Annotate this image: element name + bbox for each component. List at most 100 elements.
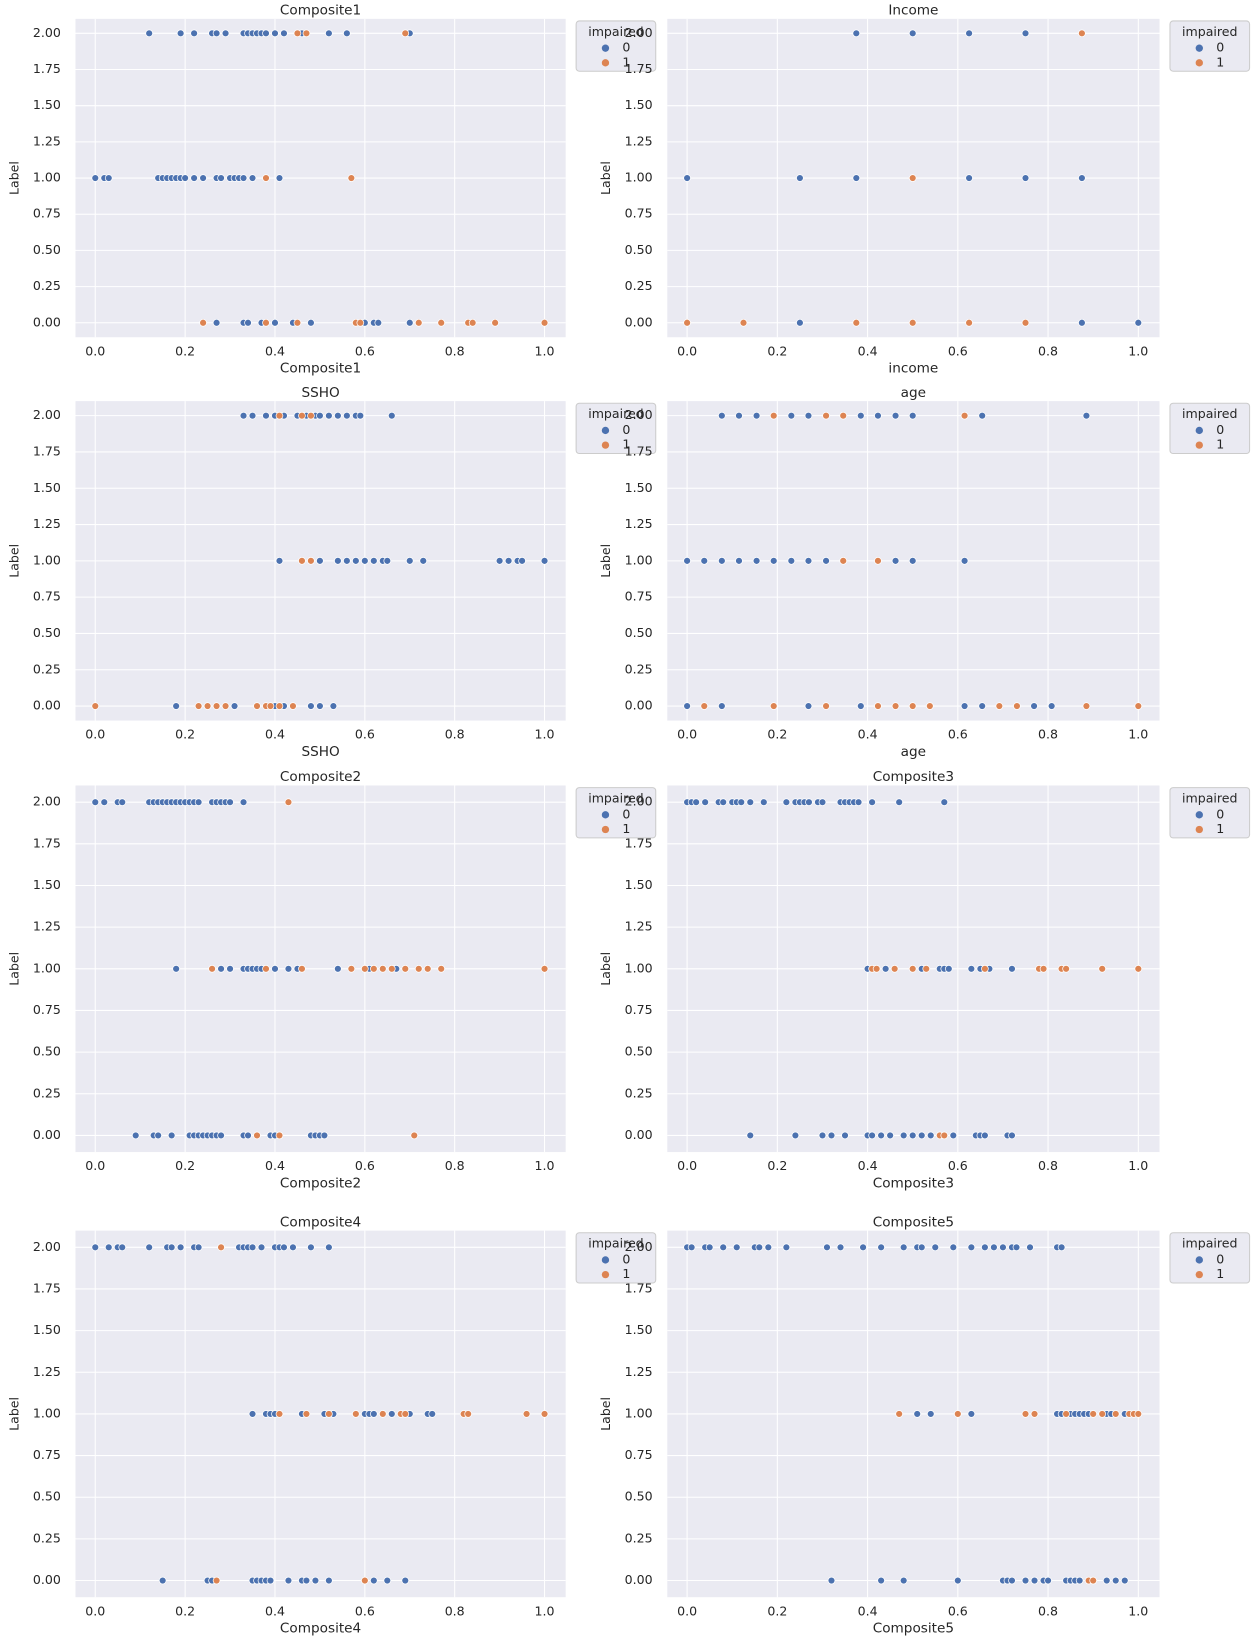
point xyxy=(764,1243,773,1252)
y-tick-label: 1.50 xyxy=(625,1322,653,1337)
y-axis-label: Label xyxy=(6,544,21,578)
point xyxy=(217,174,225,182)
point xyxy=(284,964,293,973)
y-tick-label: 0.25 xyxy=(33,661,61,676)
point xyxy=(190,29,198,38)
y-tick-label: 2.00 xyxy=(625,407,653,422)
point xyxy=(262,318,270,327)
x-tick-label: 0.2 xyxy=(767,1158,787,1173)
point xyxy=(199,318,207,327)
y-tick-label: 0.25 xyxy=(33,1085,61,1100)
point xyxy=(823,1243,831,1252)
y-tick-label: 1.25 xyxy=(625,516,653,531)
point xyxy=(856,702,865,710)
point xyxy=(732,1243,741,1252)
point xyxy=(1134,702,1143,710)
point xyxy=(718,557,726,565)
legend-marker xyxy=(1195,426,1203,435)
x-tick-label: 0.0 xyxy=(85,343,105,358)
legend-marker xyxy=(1195,44,1203,52)
legend-box xyxy=(1169,402,1251,455)
y-tick-label: 0.50 xyxy=(625,625,653,640)
chart-title: Composite1 xyxy=(280,2,361,18)
point xyxy=(356,411,365,420)
x-tick-label: 0.0 xyxy=(85,727,105,742)
point xyxy=(822,411,830,420)
point xyxy=(387,964,396,973)
y-tick-label: 1.75 xyxy=(33,1280,61,1295)
point xyxy=(953,1576,962,1585)
point xyxy=(248,411,257,420)
y-tick-label: 1.00 xyxy=(33,552,61,567)
point xyxy=(221,702,230,710)
point xyxy=(307,557,315,565)
chart-title: Income xyxy=(888,2,938,18)
point xyxy=(701,798,709,806)
x-tick-label: 0.8 xyxy=(445,727,465,742)
point xyxy=(226,798,234,806)
point xyxy=(841,1131,849,1140)
point xyxy=(271,318,279,327)
point xyxy=(822,557,830,565)
point xyxy=(194,1243,203,1252)
point xyxy=(891,702,900,710)
point xyxy=(1102,1576,1111,1585)
point xyxy=(1013,702,1021,710)
point xyxy=(787,411,796,420)
point xyxy=(221,29,230,38)
legend-label: 1 xyxy=(1216,437,1224,452)
point xyxy=(1030,1576,1039,1585)
point xyxy=(325,1243,333,1252)
point xyxy=(540,557,549,565)
y-tick-label: 1.00 xyxy=(625,1405,653,1420)
point xyxy=(491,318,499,327)
point xyxy=(248,174,257,182)
point xyxy=(949,1131,958,1140)
point xyxy=(437,964,446,973)
point xyxy=(293,29,302,38)
legend-label: 0 xyxy=(1216,40,1224,55)
point xyxy=(212,1576,221,1585)
point xyxy=(302,29,311,38)
legend-box xyxy=(575,787,657,839)
y-tick-label: 0.00 xyxy=(33,698,61,713)
point xyxy=(176,29,185,38)
point xyxy=(1120,1576,1129,1585)
point xyxy=(683,174,691,182)
point xyxy=(1021,1410,1030,1418)
x-tick-label: 1.0 xyxy=(1128,343,1148,358)
legend-marker xyxy=(601,59,610,67)
point xyxy=(1078,174,1086,182)
x-tick-label: 0.0 xyxy=(677,1603,697,1618)
point xyxy=(1082,411,1091,420)
point xyxy=(194,798,203,806)
x-axis-label: Composite3 xyxy=(873,1175,954,1191)
y-tick-label: 0.25 xyxy=(625,278,653,293)
point xyxy=(965,29,973,38)
point xyxy=(978,411,987,420)
y-tick-label: 1.25 xyxy=(33,919,61,934)
point xyxy=(1062,1410,1070,1418)
point xyxy=(518,557,526,565)
y-tick-label: 1.50 xyxy=(33,480,61,495)
y-tick-label: 0.50 xyxy=(33,242,61,257)
y-tick-label: 0.75 xyxy=(625,1447,653,1462)
x-tick-label: 0.4 xyxy=(265,727,285,742)
point xyxy=(298,411,306,420)
y-tick-label: 0.75 xyxy=(625,1002,653,1017)
point xyxy=(852,29,861,38)
point xyxy=(804,702,813,710)
point xyxy=(325,1410,333,1418)
point xyxy=(1039,964,1048,973)
point xyxy=(908,1131,917,1140)
point xyxy=(194,702,203,710)
point xyxy=(176,1243,185,1252)
x-tick-label: 0.8 xyxy=(445,343,465,358)
point xyxy=(253,1131,261,1140)
point xyxy=(369,557,378,565)
chart-title: age xyxy=(901,385,926,401)
point xyxy=(908,557,917,565)
point xyxy=(967,1410,976,1418)
point xyxy=(1098,1410,1107,1418)
point xyxy=(239,411,248,420)
